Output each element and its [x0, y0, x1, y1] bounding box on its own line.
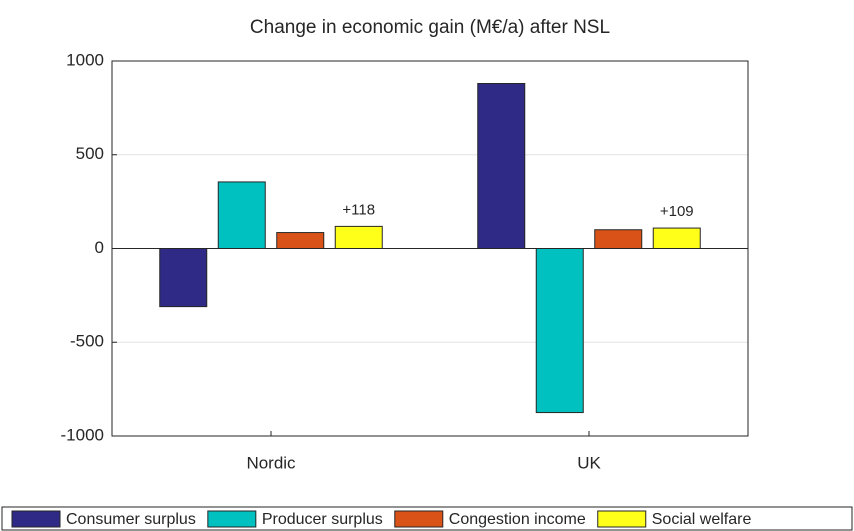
y-tick-label: -500: [70, 332, 104, 351]
bar: [652, 227, 701, 249]
chart-title: Change in economic gain (M€/a) after NSL: [250, 17, 610, 38]
legend-swatch: [207, 510, 257, 528]
y-tick-label: -1000: [61, 425, 104, 444]
legend-swatch: [11, 510, 61, 528]
x-tick-label: UK: [577, 453, 601, 472]
plot-frame: [111, 60, 749, 437]
bar: [334, 225, 383, 249]
value-label: +118: [342, 201, 375, 218]
bar: [535, 248, 584, 414]
legend-swatch: [394, 510, 444, 528]
value-label: +109: [660, 203, 694, 220]
y-tick-label: 500: [76, 144, 104, 163]
bar: [276, 232, 325, 249]
bar: [217, 181, 266, 249]
bar: [477, 83, 526, 249]
legend-label: Congestion income: [449, 511, 586, 528]
y-tick-label: 0: [95, 238, 104, 257]
bar: [594, 229, 643, 249]
y-tick-label: 1000: [66, 50, 104, 69]
legend-swatch: [597, 510, 647, 528]
x-tick-label: Nordic: [246, 453, 296, 472]
legend-label: Producer surplus: [262, 511, 383, 528]
bar: [159, 248, 208, 308]
legend-label: Consumer surplus: [66, 511, 196, 528]
legend-label: Social welfare: [652, 511, 752, 528]
